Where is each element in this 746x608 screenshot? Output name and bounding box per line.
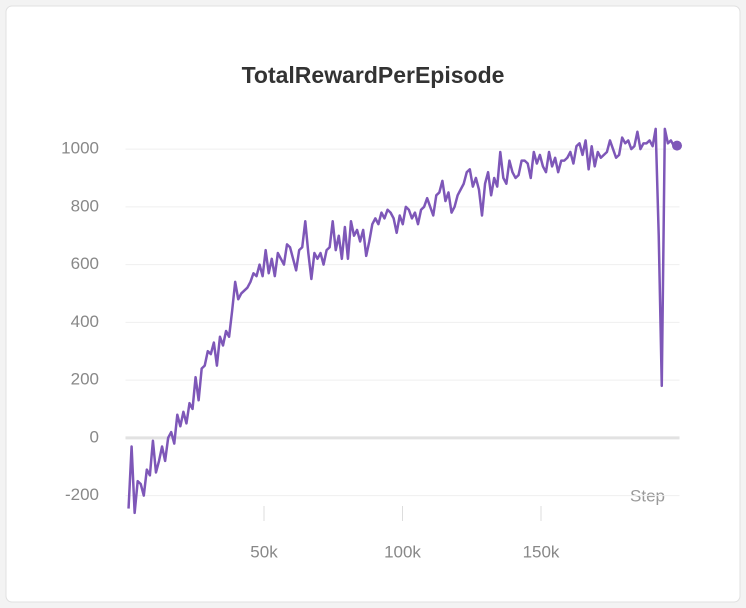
- card: [5, 5, 741, 603]
- x-tick-label: 100k: [384, 542, 421, 561]
- x-tick-label: 150k: [523, 542, 560, 561]
- y-tick-label: 200: [71, 370, 99, 389]
- y-tick-label: 600: [71, 254, 99, 273]
- end-point: [672, 140, 683, 151]
- y-tick-label: 1000: [61, 139, 99, 158]
- y-tick-label: 0: [90, 427, 99, 446]
- chart-title: TotalRewardPerEpisode: [242, 62, 505, 88]
- line: [127, 127, 678, 515]
- y-tick-label: 800: [71, 196, 99, 215]
- x-tick-label: 50k: [250, 542, 278, 561]
- y-tick-label: 400: [71, 312, 99, 331]
- y-tick-label: -200: [65, 485, 99, 504]
